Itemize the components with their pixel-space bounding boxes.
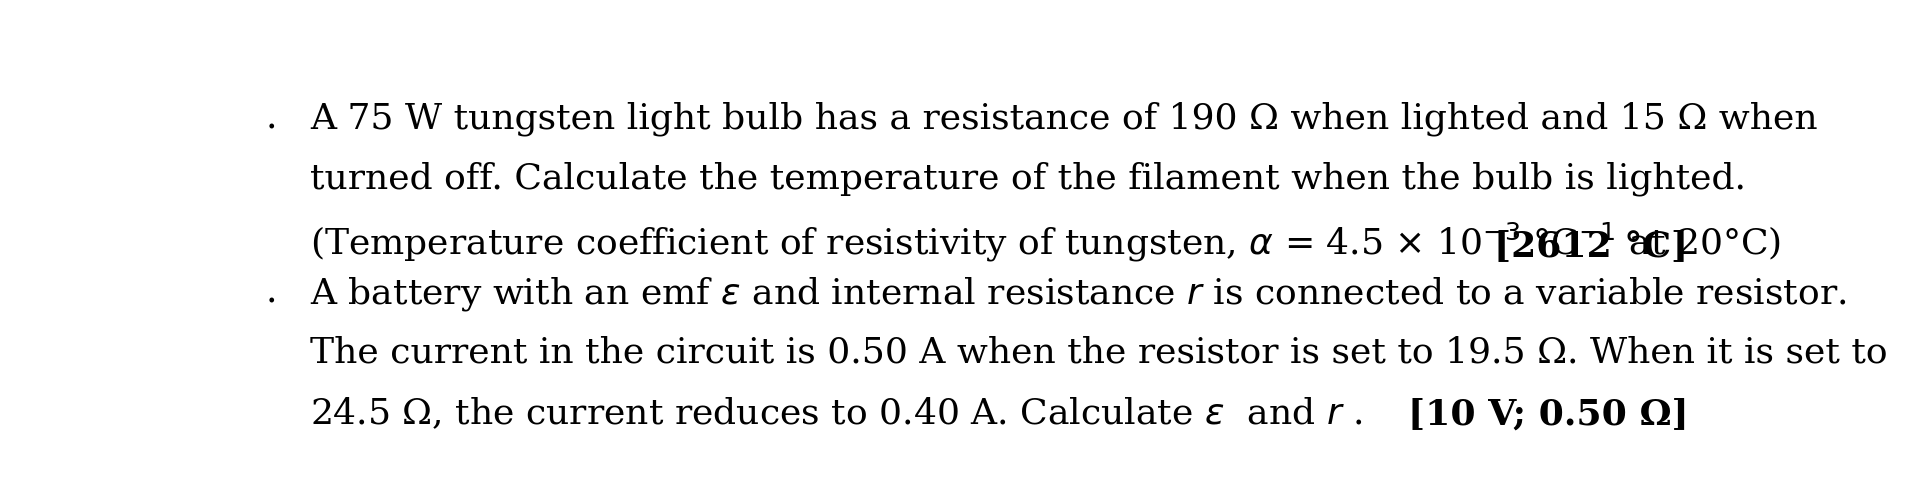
Text: .: . — [266, 101, 277, 135]
Text: [10 V; 0.50 Ω]: [10 V; 0.50 Ω] — [1407, 397, 1688, 431]
Text: The current in the circuit is 0.50 A when the resistor is set to 19.5 Ω. When it: The current in the circuit is 0.50 A whe… — [310, 336, 1887, 369]
Text: A battery with an emf $\varepsilon$ and internal resistance $r$ is connected to : A battery with an emf $\varepsilon$ and … — [310, 275, 1847, 313]
Text: 24.5 Ω, the current reduces to 0.40 A. Calculate $\varepsilon$  and $r$ .: 24.5 Ω, the current reduces to 0.40 A. C… — [310, 395, 1363, 431]
Text: (Temperature coefficient of resistivity of tungsten, $\alpha$ = 4.5 $\times$ 10$: (Temperature coefficient of resistivity … — [310, 221, 1782, 264]
Text: .: . — [266, 275, 277, 309]
Text: [2612 °C]: [2612 °C] — [1493, 229, 1688, 263]
Text: turned off. Calculate the temperature of the filament when the bulb is lighted.: turned off. Calculate the temperature of… — [310, 161, 1746, 196]
Text: A 75 W tungsten light bulb has a resistance of 190 Ω when lighted and 15 Ω when: A 75 W tungsten light bulb has a resista… — [310, 101, 1818, 135]
